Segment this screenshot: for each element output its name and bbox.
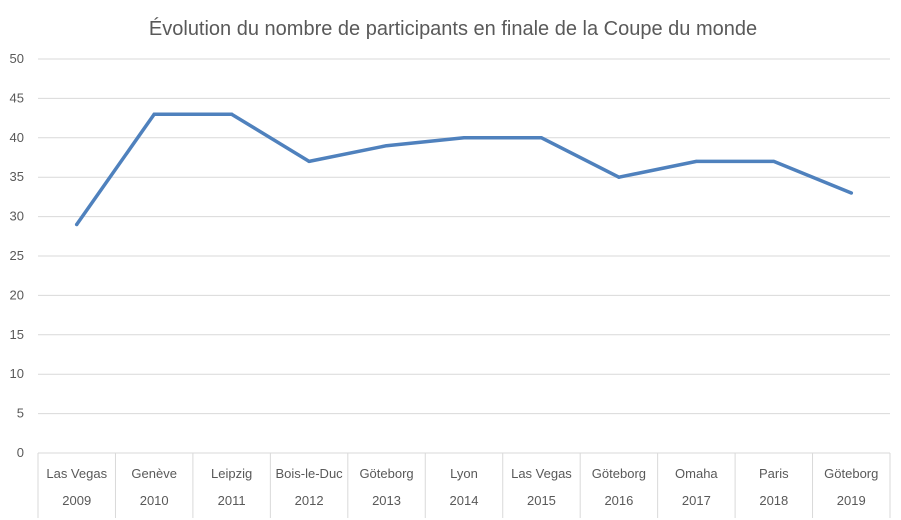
x-tick-year: 2016 [604, 493, 633, 508]
series-line-0 [74, 112, 854, 227]
x-tick-year: 2010 [140, 493, 169, 508]
x-tick-city: Göteborg [359, 466, 413, 481]
x-tick-city: Göteborg [824, 466, 878, 481]
x-axis: Las Vegas 2009 Genève 2010 Leipzig 2011 Bois-l… [37, 452, 891, 518]
x-tick-city: Omaha [675, 466, 718, 481]
x-tick-city: Las Vegas [46, 466, 107, 481]
x-tick-city: Göteborg [592, 466, 646, 481]
data-point [694, 159, 698, 164]
x-tick-year: 2009 [62, 493, 91, 508]
data-point [152, 112, 156, 116]
x-tick-city: Paris [759, 466, 789, 481]
y-tick-label: 15 [10, 327, 24, 342]
x-tick-year: 2014 [450, 493, 479, 508]
x-tick-year: 2017 [682, 493, 711, 508]
y-tick-label: 5 [17, 406, 24, 421]
data-point [617, 175, 621, 179]
data-point [539, 136, 544, 140]
x-tick-city: Las Vegas [511, 466, 572, 481]
y-tick-label: 25 [10, 248, 24, 263]
data-point [230, 112, 234, 116]
chart-title: Évolution du nombre de participants en f… [149, 17, 757, 40]
x-tick-year: 2015 [527, 493, 556, 508]
data-point [772, 159, 776, 164]
y-tick-label: 35 [10, 169, 24, 184]
series-group [74, 112, 854, 227]
x-tick-city: Bois-le-Duc [275, 466, 343, 481]
data-point [384, 144, 389, 148]
x-tick-city: Leipzig [211, 466, 252, 481]
y-tick-label: 20 [10, 287, 24, 302]
y-tick-label: 50 [10, 51, 24, 66]
x-tick-city: Lyon [450, 466, 478, 481]
y-axis-ticks: 0 5 10 15 20 25 30 35 40 45 50 [10, 51, 24, 460]
y-tick-label: 30 [10, 209, 24, 224]
grid-lines [38, 58, 890, 454]
x-tick-year: 2013 [372, 493, 401, 508]
x-tick-year: 2018 [759, 493, 788, 508]
data-point [849, 191, 853, 195]
data-point [75, 222, 79, 227]
y-tick-label: 0 [17, 445, 24, 460]
x-tick-year: 2012 [295, 493, 324, 508]
data-point [462, 136, 466, 140]
y-tick-label: 40 [10, 130, 24, 145]
x-tick-year: 2011 [218, 493, 246, 508]
y-tick-label: 45 [10, 90, 24, 105]
x-tick-year: 2019 [837, 493, 866, 508]
y-tick-label: 10 [10, 366, 24, 381]
x-tick-city: Genève [131, 466, 177, 481]
data-point [307, 159, 311, 164]
